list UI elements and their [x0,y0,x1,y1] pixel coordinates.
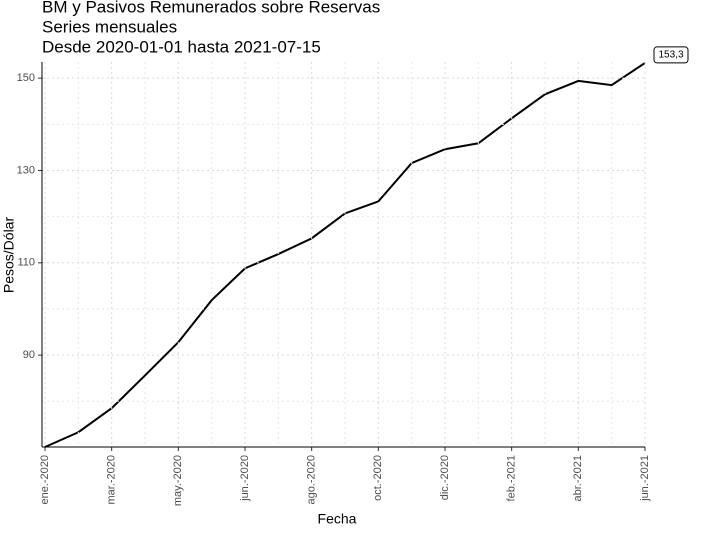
x-axis-label: Fecha [318,511,357,527]
y-tick-label: 130 [17,164,35,176]
y-axis-label: Pesos/Dólar [1,217,17,294]
x-tick-label: feb.-2021 [506,455,518,501]
x-tick-label: mar.-2020 [106,455,118,505]
x-tick-label: jun.-2021 [639,455,651,502]
x-tick-label: dic.-2020 [439,455,451,500]
x-tick-label: may.-2020 [172,455,184,506]
x-tick-label: ago.-2020 [306,455,318,505]
x-tick-label: abr.-2021 [572,455,584,501]
value-label: 153,3 [658,50,683,61]
y-tick-label: 90 [23,349,35,361]
x-tick-label: oct.-2020 [372,455,384,501]
chart-title: BM y Pasivos Remunerados sobre Reservas [42,0,380,16]
x-tick-label: jun.-2020 [239,455,251,502]
chart-subtitle: Desde 2020-01-01 hasta 2021-07-15 [42,37,321,56]
chart-subtitle: Series mensuales [42,17,177,36]
line [44,62,646,448]
value-label-box [653,46,689,64]
y-tick-label: 150 [17,72,35,84]
x-tick-label: ene.-2020 [39,455,51,505]
y-tick-label: 110 [17,257,35,269]
